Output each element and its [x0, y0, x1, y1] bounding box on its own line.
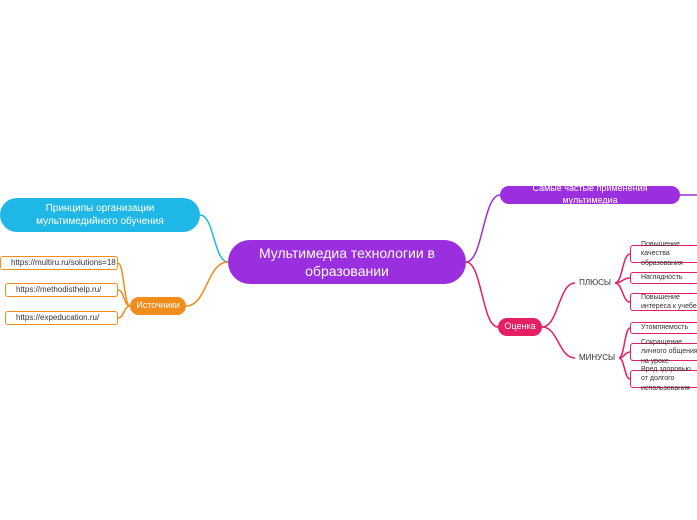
connector [619, 352, 630, 358]
node-plus2[interactable]: Наглядность [630, 272, 697, 284]
node-root[interactable]: Мультимедиа технологии в образовании [228, 240, 466, 284]
node-plus3[interactable]: Повышение интереса к учебе [630, 293, 697, 311]
connector [466, 262, 498, 327]
node-minus2[interactable]: Сокращение личного общения на уроке [630, 343, 697, 361]
connector [118, 290, 130, 306]
node-srcLink2[interactable]: https://methodisthelp.ru/ [5, 283, 118, 297]
node-minus1[interactable]: Утомляемость [630, 322, 697, 334]
connector [200, 215, 228, 262]
connector [615, 254, 630, 283]
node-minusLabel[interactable]: МИНУСЫ [575, 353, 619, 363]
node-srcLink3[interactable]: https://expeducation.ru/ [5, 311, 118, 325]
connector [615, 278, 630, 283]
connector [615, 283, 630, 302]
connector [466, 195, 500, 262]
node-principles[interactable]: Принципы организации мультимедийного обу… [0, 198, 200, 232]
connector [118, 306, 130, 318]
node-rating[interactable]: Оценка [498, 318, 542, 336]
node-freqUse[interactable]: Самые частые применения мультимедиа [500, 186, 680, 204]
connector [619, 328, 630, 358]
connector [118, 263, 130, 306]
connector [542, 283, 575, 327]
connector [619, 358, 630, 379]
connector [186, 262, 228, 306]
node-plusLabel[interactable]: ПЛЮСЫ [575, 278, 615, 288]
connector [542, 327, 575, 358]
node-plus1[interactable]: Повышение качества образования [630, 245, 697, 263]
node-srcLink1[interactable]: https://multiru.ru/solutions=18 [0, 256, 118, 270]
node-minus3[interactable]: Вред здоровью от долгого использования [630, 370, 697, 388]
node-sources[interactable]: Источники [130, 297, 186, 315]
